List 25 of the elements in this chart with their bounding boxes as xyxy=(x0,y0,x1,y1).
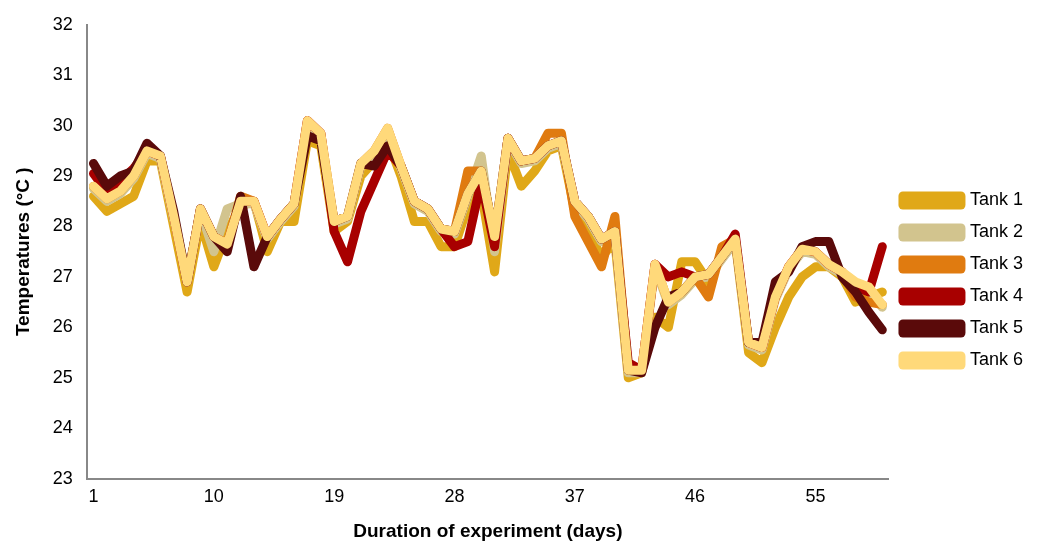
legend-label: Tank 3 xyxy=(969,253,1024,274)
x-tick-label: 37 xyxy=(564,486,585,507)
y-tick-label: 27 xyxy=(52,265,73,286)
legend-label: Tank 1 xyxy=(969,189,1024,210)
y-tick-label: 30 xyxy=(52,114,73,135)
y-tick-label: 32 xyxy=(52,13,73,34)
y-tick-label: 31 xyxy=(52,64,73,85)
x-axis-title: Duration of experiment (days) xyxy=(353,519,623,541)
legend-label: Tank 5 xyxy=(969,317,1024,338)
y-tick-label: 24 xyxy=(52,417,73,438)
y-tick-label: 28 xyxy=(52,215,73,236)
y-tick-label: 26 xyxy=(52,316,73,337)
legend-label: Tank 4 xyxy=(969,285,1024,306)
x-tick-label: 10 xyxy=(203,486,224,507)
x-tick-label: 1 xyxy=(88,486,99,507)
x-tick-label: 19 xyxy=(324,486,345,507)
y-tick-label: 29 xyxy=(52,165,73,186)
legend-label: Tank 2 xyxy=(969,221,1024,242)
y-tick-label: 25 xyxy=(52,366,73,387)
x-tick-label: 28 xyxy=(444,486,465,507)
x-tick-label: 46 xyxy=(685,486,706,507)
y-axis-title: Temperatures (°C ) xyxy=(11,167,33,337)
legend-label: Tank 6 xyxy=(969,349,1024,370)
x-tick-label: 55 xyxy=(805,486,826,507)
y-tick-label: 23 xyxy=(52,467,73,488)
